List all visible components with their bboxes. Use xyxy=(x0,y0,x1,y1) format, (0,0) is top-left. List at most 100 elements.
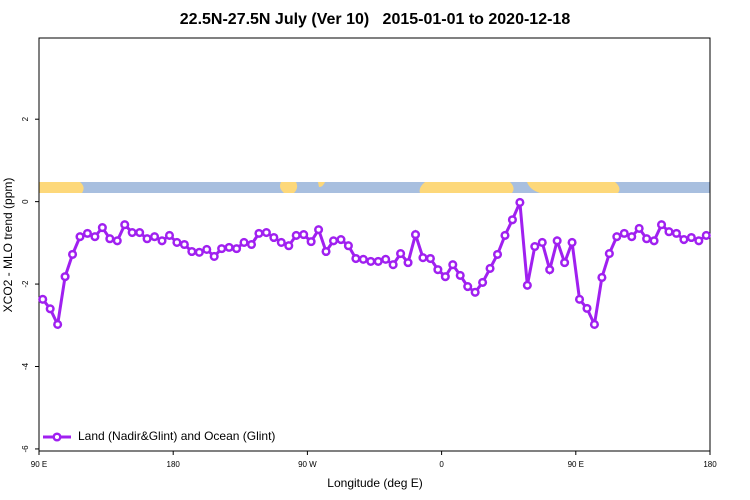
data-point xyxy=(686,232,696,243)
data-point xyxy=(507,215,517,225)
data-point xyxy=(261,227,271,238)
data-point xyxy=(291,230,301,240)
data-point xyxy=(373,256,383,266)
data-point xyxy=(164,230,175,240)
data-point xyxy=(604,249,614,259)
data-point xyxy=(38,294,48,304)
legend-label: Land (Nadir&Glint) and Ocean (Glint) xyxy=(78,429,275,443)
data-point xyxy=(314,225,324,235)
data-point xyxy=(45,304,55,314)
data-point xyxy=(619,228,629,238)
data-point xyxy=(299,230,309,240)
plot-frame xyxy=(38,37,711,452)
data-point xyxy=(381,254,391,264)
data-point xyxy=(246,239,257,250)
data-point xyxy=(552,236,562,246)
x-tick-label: 180 xyxy=(167,460,181,469)
y-tick-label: -4 xyxy=(21,362,30,370)
data-point xyxy=(90,232,100,242)
data-point xyxy=(269,232,279,243)
data-point xyxy=(396,249,406,259)
chart-title: 22.5N-27.5N July (Ver 10) 2015-01-01 to … xyxy=(180,11,571,28)
data-point xyxy=(97,223,107,233)
data-point xyxy=(351,253,361,264)
data-point xyxy=(366,256,376,266)
data-point xyxy=(492,249,503,259)
data-point xyxy=(537,237,547,247)
x-tick-label: 90 W xyxy=(298,460,317,469)
data-point xyxy=(634,223,644,233)
data-point xyxy=(448,260,458,270)
data-point xyxy=(120,220,130,230)
data-point xyxy=(649,236,659,246)
data-point xyxy=(425,253,435,264)
data-point xyxy=(328,236,339,246)
data-point xyxy=(232,244,242,254)
legend-marker xyxy=(52,432,62,442)
data-point xyxy=(388,260,398,270)
y-tick-label: 0 xyxy=(21,199,30,204)
data-point xyxy=(217,244,227,254)
data-point xyxy=(410,230,421,240)
y-axis-label: XCO2 - MLO trend (ppm) xyxy=(1,178,15,313)
x-tick-label: 180 xyxy=(703,460,717,469)
data-point xyxy=(485,263,495,273)
data-point xyxy=(276,237,286,247)
data-point xyxy=(336,235,346,245)
y-tick-label: -2 xyxy=(21,280,30,288)
data-point xyxy=(567,237,577,247)
data-point xyxy=(455,270,465,280)
data-point xyxy=(306,237,316,247)
data-point xyxy=(284,241,294,251)
data-point xyxy=(142,234,152,244)
data-point xyxy=(463,281,473,292)
data-point xyxy=(150,232,160,242)
data-point xyxy=(418,253,428,263)
data-point xyxy=(522,280,532,290)
data-point xyxy=(403,258,413,268)
y-tick-label: 2 xyxy=(21,116,30,121)
x-tick-label: 90 E xyxy=(568,460,584,469)
x-tick-label: 90 E xyxy=(31,460,47,469)
x-tick-label: 0 xyxy=(439,460,444,469)
data-point xyxy=(194,247,204,257)
data-point xyxy=(105,234,115,244)
data-point xyxy=(224,242,234,252)
data-point xyxy=(209,251,219,262)
data-point xyxy=(612,232,622,242)
data-point xyxy=(500,230,510,240)
data-point xyxy=(701,230,711,240)
data-point xyxy=(478,277,488,287)
data-point xyxy=(560,258,570,268)
data-point xyxy=(627,232,637,242)
data-point xyxy=(60,272,70,282)
data-point xyxy=(530,242,540,252)
data-point xyxy=(343,241,353,251)
data-point xyxy=(470,287,480,297)
data-point xyxy=(157,236,167,246)
data-point xyxy=(515,197,525,208)
data-point xyxy=(202,244,212,254)
data-point xyxy=(679,235,689,245)
data-point xyxy=(127,227,137,238)
data-point xyxy=(68,249,78,259)
data-point xyxy=(589,319,599,330)
y-tick-label: -6 xyxy=(21,445,30,453)
data-point xyxy=(433,265,443,275)
data-point xyxy=(597,272,607,283)
data-point xyxy=(545,265,555,275)
data-point xyxy=(694,236,704,246)
data-point xyxy=(82,228,93,238)
data-point xyxy=(254,228,264,238)
data-point xyxy=(321,246,331,257)
data-point xyxy=(671,228,682,238)
data-point xyxy=(112,236,122,246)
land-ocean-strip xyxy=(39,182,710,193)
x-axis-label: Longitude (deg E) xyxy=(327,476,422,490)
data-point xyxy=(642,234,652,244)
data-point xyxy=(440,272,450,282)
data-point xyxy=(53,319,63,330)
data-point xyxy=(187,246,197,257)
